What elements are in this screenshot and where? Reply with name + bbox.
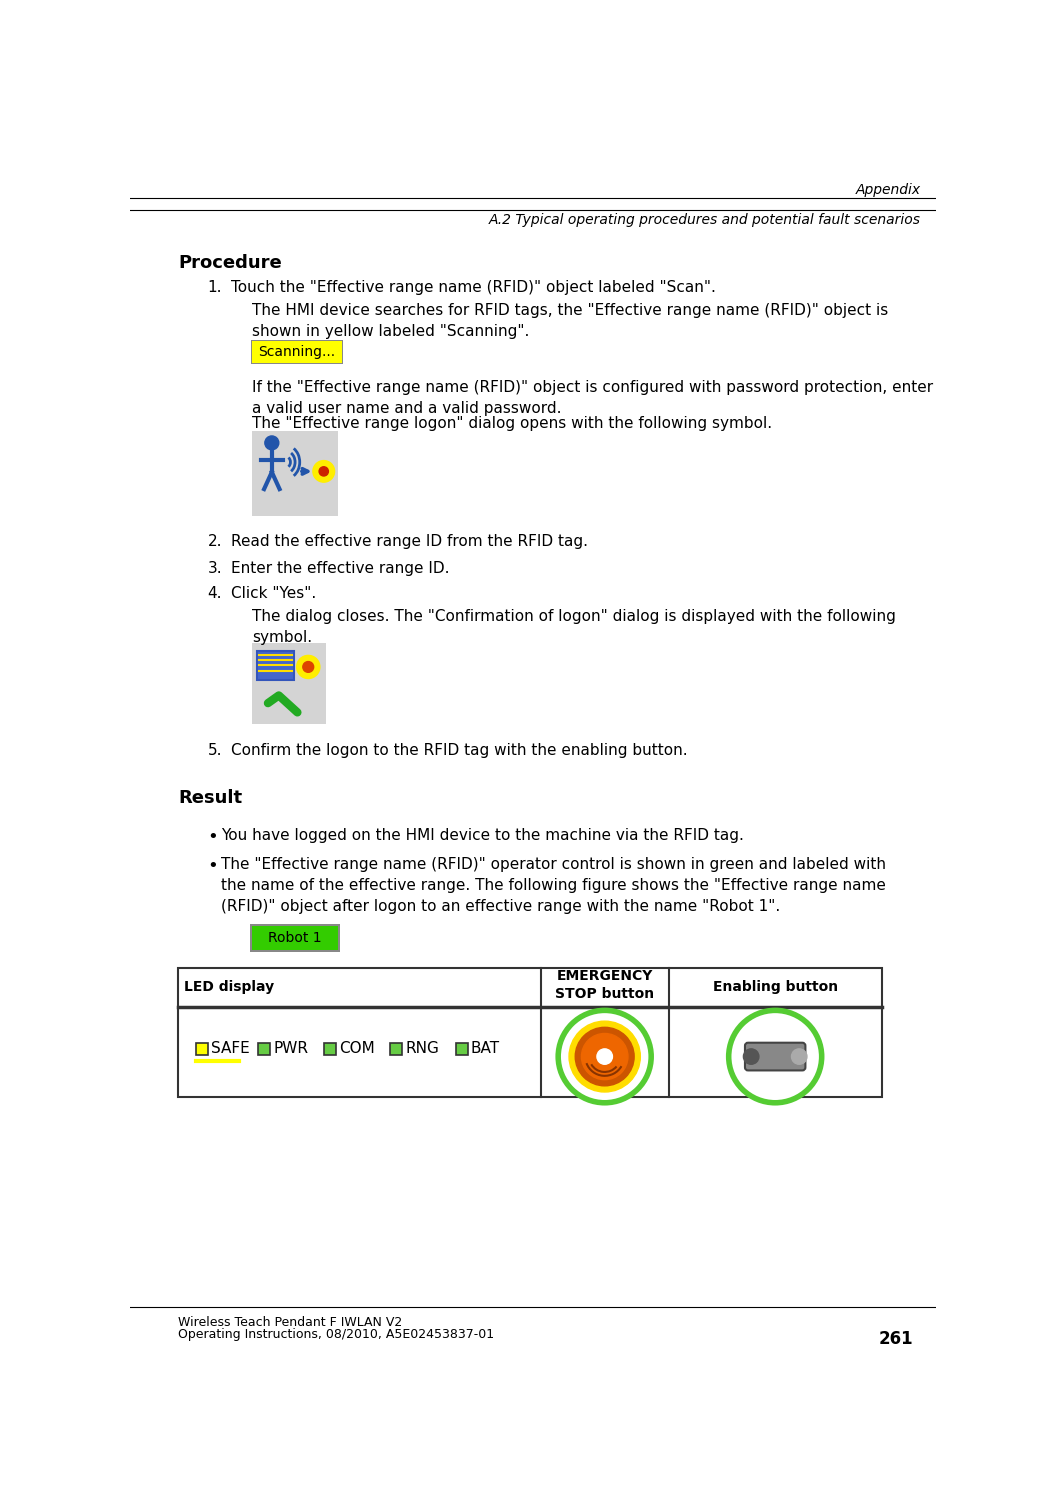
Bar bbox=[196, 1043, 208, 1055]
Text: •: • bbox=[208, 857, 218, 875]
Text: Scanning...: Scanning... bbox=[259, 346, 336, 359]
Text: 1.: 1. bbox=[208, 279, 222, 294]
Bar bbox=[257, 650, 294, 681]
Text: 4.: 4. bbox=[208, 585, 222, 601]
Text: SAFE: SAFE bbox=[211, 1041, 251, 1056]
Circle shape bbox=[296, 655, 320, 679]
FancyBboxPatch shape bbox=[745, 1043, 805, 1070]
Text: COM: COM bbox=[339, 1041, 375, 1056]
Text: RNG: RNG bbox=[406, 1041, 439, 1056]
Circle shape bbox=[265, 436, 279, 450]
Bar bbox=[253, 432, 338, 516]
Ellipse shape bbox=[729, 1011, 822, 1103]
Text: Click "Yes".: Click "Yes". bbox=[231, 585, 316, 601]
Circle shape bbox=[569, 1022, 641, 1093]
Text: Appendix: Appendix bbox=[855, 183, 920, 198]
Bar bbox=[390, 1043, 402, 1055]
Text: Robot 1: Robot 1 bbox=[268, 931, 322, 945]
Bar bbox=[323, 1043, 336, 1055]
Circle shape bbox=[313, 460, 335, 483]
Bar bbox=[258, 1043, 270, 1055]
Text: Procedure: Procedure bbox=[178, 254, 282, 272]
Circle shape bbox=[791, 1049, 807, 1064]
Text: Result: Result bbox=[178, 789, 242, 807]
Text: PWR: PWR bbox=[274, 1041, 309, 1056]
Text: The dialog closes. The "Confirmation of logon" dialog is displayed with the foll: The dialog closes. The "Confirmation of … bbox=[253, 610, 896, 646]
Text: The "Effective range logon" dialog opens with the following symbol.: The "Effective range logon" dialog opens… bbox=[253, 416, 773, 432]
Text: BAT: BAT bbox=[471, 1041, 500, 1056]
Text: 261: 261 bbox=[878, 1329, 913, 1348]
Circle shape bbox=[581, 1034, 628, 1079]
Bar bbox=[253, 643, 327, 724]
Text: Enabling button: Enabling button bbox=[712, 981, 838, 994]
Bar bbox=[456, 1043, 468, 1055]
Ellipse shape bbox=[558, 1011, 651, 1103]
Text: LED display: LED display bbox=[184, 981, 275, 994]
Circle shape bbox=[303, 661, 314, 673]
Bar bbox=[253, 341, 341, 362]
Text: The "Effective range name (RFID)" operator control is shown in green and labeled: The "Effective range name (RFID)" operat… bbox=[222, 857, 886, 914]
Text: •: • bbox=[208, 828, 218, 847]
Circle shape bbox=[319, 466, 329, 475]
Text: Read the effective range ID from the RFID tag.: Read the effective range ID from the RFI… bbox=[231, 534, 588, 549]
Text: EMERGENCY
STOP button: EMERGENCY STOP button bbox=[555, 969, 654, 1000]
Text: The HMI device searches for RFID tags, the "Effective range name (RFID)" object : The HMI device searches for RFID tags, t… bbox=[253, 303, 889, 338]
Circle shape bbox=[597, 1049, 613, 1064]
Text: Operating Instructions, 08/2010, A5E02453837-01: Operating Instructions, 08/2010, A5E0245… bbox=[178, 1328, 494, 1342]
Circle shape bbox=[744, 1049, 759, 1064]
Bar bbox=[251, 340, 343, 364]
Bar bbox=[178, 967, 882, 1097]
Text: Wireless Teach Pendant F IWLAN V2: Wireless Teach Pendant F IWLAN V2 bbox=[178, 1316, 402, 1329]
Bar bbox=[251, 924, 340, 952]
Text: Confirm the logon to the RFID tag with the enabling button.: Confirm the logon to the RFID tag with t… bbox=[231, 742, 687, 758]
Text: If the "Effective range name (RFID)" object is configured with password protecti: If the "Effective range name (RFID)" obj… bbox=[253, 380, 934, 416]
Text: A.2 Typical operating procedures and potential fault scenarios: A.2 Typical operating procedures and pot… bbox=[489, 213, 920, 228]
Text: 5.: 5. bbox=[208, 742, 222, 758]
Text: Enter the effective range ID.: Enter the effective range ID. bbox=[231, 561, 449, 576]
Circle shape bbox=[575, 1028, 634, 1086]
Text: Touch the "Effective range name (RFID)" object labeled "Scan".: Touch the "Effective range name (RFID)" … bbox=[231, 279, 716, 294]
Text: 3.: 3. bbox=[208, 561, 223, 576]
Text: You have logged on the HMI device to the machine via the RFID tag.: You have logged on the HMI device to the… bbox=[222, 828, 745, 844]
Bar bbox=[253, 927, 338, 949]
Text: 2.: 2. bbox=[208, 534, 222, 549]
